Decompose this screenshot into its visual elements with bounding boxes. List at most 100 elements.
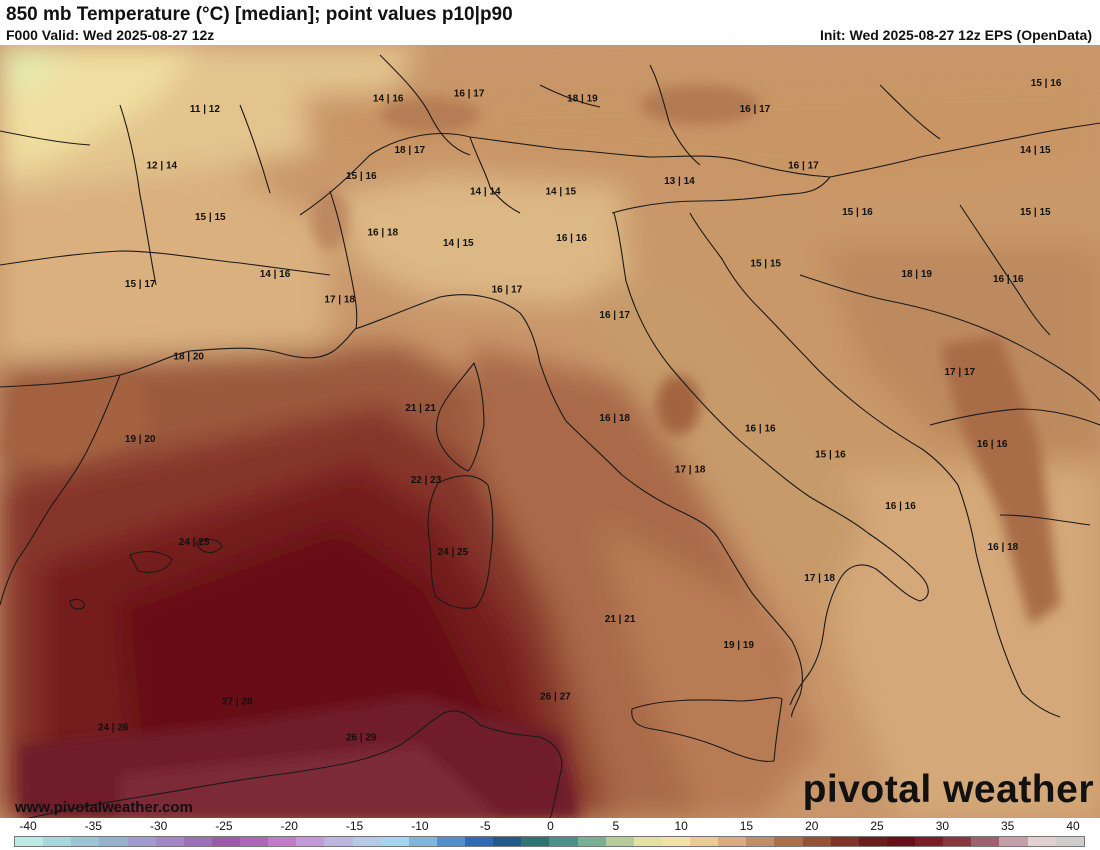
colorbar-swatch — [802, 837, 831, 846]
point-value-label: 14 | 15 — [545, 186, 576, 197]
colorbar-swatch — [774, 837, 803, 846]
pivotal-weather-logo: pivotal weather — [802, 768, 1094, 811]
colorbar-swatch — [99, 837, 128, 846]
temperature-map[interactable]: 11 | 12 14 | 16 16 | 17 18 | 19 16 | 17 15 | … — [0, 45, 1100, 818]
point-value-label: 19 | 20 — [125, 434, 156, 445]
point-value-label: 15 | 17 — [125, 279, 156, 290]
point-value-label: 16 | 17 — [740, 104, 771, 115]
colorbar-swatch — [1027, 837, 1056, 846]
point-value-label: 16 | 17 — [599, 310, 630, 321]
point-value-label: 16 | 16 — [977, 439, 1008, 450]
point-value-label: 18 | 20 — [173, 351, 204, 362]
colorbar-swatch — [661, 837, 690, 846]
colorbar-tick-label: -35 — [84, 819, 102, 833]
colorbar-swatch — [549, 837, 578, 846]
point-value-label: 11 | 12 — [190, 104, 220, 115]
point-value-label: 15 | 16 — [1031, 78, 1062, 89]
colorbar-swatch — [127, 837, 156, 846]
point-value-label: 18 | 17 — [394, 145, 425, 156]
colorbar-swatch — [1055, 837, 1084, 846]
point-value-label: 15 | 16 — [815, 449, 846, 460]
colorbar-swatch — [183, 837, 212, 846]
point-values-layer: 11 | 12 14 | 16 16 | 17 18 | 19 16 | 17 15 | … — [98, 78, 1062, 744]
colorbar-swatch — [633, 837, 662, 846]
site-url[interactable]: www.pivotalweather.com — [15, 799, 193, 816]
colorbar-ticks: -40 -35 -30 -25 -20 -15 -10 -5 0 5 10 15 20 25 30 35 40 — [0, 819, 1100, 835]
colorbar-tick-label: 40 — [1066, 819, 1080, 833]
point-value-label: 16 | 18 — [599, 413, 630, 424]
colorbar-tick-label: 15 — [739, 819, 754, 833]
colorbar-tick-label: 10 — [674, 819, 688, 833]
point-value-label: 15 | 15 — [750, 259, 781, 270]
temperature-field — [0, 45, 1100, 818]
init-time: Init: Wed 2025-08-27 12z EPS (OpenData) — [819, 27, 1092, 43]
colorbar-swatch — [211, 837, 240, 846]
colorbar-tick-label: -10 — [411, 819, 429, 833]
colorbar-swatch — [71, 837, 100, 846]
colorbar-swatch — [605, 837, 634, 846]
point-value-label: 16 | 16 — [745, 424, 776, 435]
colorbar-swatch — [268, 837, 297, 846]
point-value-label: 15 | 16 — [842, 207, 873, 218]
colorbar-tick-label: -25 — [215, 819, 233, 833]
point-value-label: 24 | 26 — [98, 722, 129, 733]
point-value-label: 14 | 16 — [373, 94, 404, 105]
point-value-label: 22 | 23 — [411, 475, 442, 486]
map-title: 850 mb Temperature (°C) [median]; point … — [6, 4, 513, 25]
point-value-label: 18 | 19 — [567, 94, 598, 105]
point-value-label: 15 | 16 — [346, 171, 377, 182]
colorbar-tick-label: 20 — [805, 819, 819, 833]
colorbar-swatch — [971, 837, 1000, 846]
point-value-label: 26 | 29 — [346, 733, 377, 744]
point-value-label: 13 | 14 — [664, 176, 695, 187]
colorbar-swatch — [436, 837, 465, 846]
colorbar-swatch — [943, 837, 972, 846]
point-value-label: 17 | 18 — [324, 295, 355, 306]
colorbar-swatch — [690, 837, 719, 846]
valid-time: F000 Valid: Wed 2025-08-27 12z — [6, 27, 215, 43]
colorbar-swatch — [521, 837, 550, 846]
point-value-label: 15 | 15 — [195, 212, 226, 223]
colorbar-swatch — [155, 837, 184, 846]
point-value-label: 16 | 17 — [788, 161, 819, 172]
point-value-label: 17 | 18 — [675, 465, 706, 476]
point-value-label: 16 | 16 — [885, 501, 916, 512]
colorbar-swatch — [296, 837, 325, 846]
colorbar-tick-label: 0 — [547, 819, 554, 833]
colorbar-tick-label: 25 — [870, 819, 884, 833]
colorbar-swatch — [915, 837, 944, 846]
point-value-label: 17 | 18 — [804, 573, 835, 584]
point-value-label: 26 | 27 — [540, 692, 571, 703]
point-value-label: 15 | 15 — [1020, 207, 1051, 218]
point-value-label: 14 | 15 — [443, 238, 474, 249]
point-value-label: 16 | 17 — [492, 284, 523, 295]
colorbar-swatch — [493, 837, 522, 846]
colorbar-swatch — [240, 837, 269, 846]
colorbar-tick-label: -20 — [280, 819, 298, 833]
coastlines-and-borders — [0, 54, 1100, 818]
colorbar-swatch — [577, 837, 606, 846]
colorbar-swatch — [465, 837, 494, 846]
colorbar-tick-label: -15 — [345, 819, 364, 833]
point-value-label: 16 | 18 — [367, 228, 398, 239]
colorbar-swatch — [718, 837, 747, 846]
point-value-label: 27 | 28 — [222, 697, 253, 708]
point-value-label: 14 | 15 — [1020, 145, 1051, 156]
point-value-label: 16 | 18 — [988, 542, 1019, 553]
point-value-label: 19 | 19 — [723, 640, 754, 651]
colorbar-swatch — [352, 837, 381, 846]
colorbar-swatch — [43, 837, 72, 846]
colorbar-tick-label: -40 — [19, 819, 37, 833]
colorbar-swatch — [746, 837, 775, 846]
colorbar-tick-label: -30 — [149, 819, 168, 833]
colorbar-swatch — [324, 837, 353, 846]
colorbar-tick-label: 30 — [935, 819, 950, 833]
point-value-label: 14 | 16 — [260, 269, 291, 280]
point-value-label: 16 | 16 — [993, 274, 1024, 285]
point-value-label: 17 | 17 — [944, 367, 975, 378]
point-value-label: 21 | 21 — [405, 403, 436, 414]
colorbar-swatch — [999, 837, 1028, 846]
point-value-label: 24 | 25 — [438, 547, 469, 558]
colorbar-tick-label: -5 — [479, 819, 491, 833]
colorbar — [14, 836, 1085, 847]
